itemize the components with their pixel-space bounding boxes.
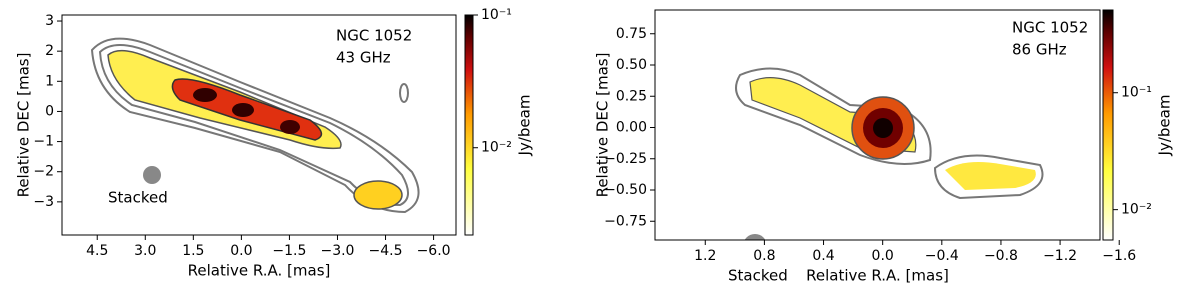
colorbar [464,14,474,236]
x-tick-label: 1.2 [694,248,716,264]
contour [353,180,403,210]
contour [735,67,932,165]
core [280,120,300,134]
y-axis-label: Relative DEC [mas] [594,53,612,198]
annotation: 86 GHz [1012,41,1067,59]
colorbar [1102,9,1114,241]
y-tick-label: 2 [45,43,54,59]
contour-map [90,37,420,214]
y-tick-label: −0.75 [604,213,647,229]
y-tick-label: −1 [33,134,54,150]
y-tick-label: 0.75 [616,26,647,42]
x-tick-label: −4.5 [369,243,403,259]
y-tick-label: −0.50 [604,182,647,198]
x-tick-label: −1.2 [1043,248,1077,264]
x-tick-label: 0.0 [872,248,894,264]
contour-map [735,67,1044,240]
colorbar-tick-label: 10⁻² [1121,202,1152,218]
plot-frame [61,14,457,236]
annotation: NGC 1052 [336,27,412,45]
y-tick-label: 1 [45,73,54,89]
colorbar-label: Jy/beam [1156,95,1174,157]
y-tick-label: 0.50 [616,57,647,73]
y-tick-label: −3 [33,194,54,210]
x-axis-label: Relative R.A. [mas] [806,267,949,285]
beam-label: Stacked [108,189,168,207]
beam [744,234,766,240]
contour [945,162,1036,190]
x-tick-label: −0.8 [984,248,1018,264]
y-tick-label: 0 [45,103,54,119]
colorbar-label: Jy/beam [516,95,534,157]
y-tick-label: 3 [45,13,54,29]
contour [90,37,420,214]
y-tick-label: −2 [33,164,54,180]
y-tick-label: −0.25 [604,151,647,167]
x-tick-label: −1.6 [1102,248,1136,264]
x-tick-label: 0.0 [230,243,252,259]
core [873,118,893,138]
beam-label: Stacked [728,267,788,285]
core [232,103,254,117]
colorbar-tick-label: 10⁻¹ [481,7,512,23]
x-tick-label: 0.4 [812,248,834,264]
plot-frame [654,9,1101,241]
x-tick-label: 3.0 [134,243,156,259]
beam [143,166,161,184]
x-axis-label: Relative R.A. [mas] [188,262,331,280]
x-tick-label: −6.0 [417,243,451,259]
annotation: NGC 1052 [1012,19,1088,37]
x-tick-label: 1.5 [182,243,204,259]
core [193,88,217,102]
x-tick-label: −0.4 [925,248,959,264]
x-tick-label: 4.5 [86,243,108,259]
y-tick-label: 0.00 [616,120,647,136]
colorbar-tick-label: 10⁻² [481,140,512,156]
x-tick-label: −3.0 [320,243,354,259]
y-axis-label: Relative DEC [mas] [15,53,33,198]
annotation: 43 GHz [336,49,391,67]
contour [399,83,409,103]
colorbar-tick-label: 10⁻¹ [1121,85,1152,101]
x-tick-label: 0.8 [753,248,775,264]
y-tick-label: 0.25 [616,88,647,104]
contour [98,44,409,207]
contour [933,154,1044,200]
x-tick-label: −1.5 [272,243,306,259]
